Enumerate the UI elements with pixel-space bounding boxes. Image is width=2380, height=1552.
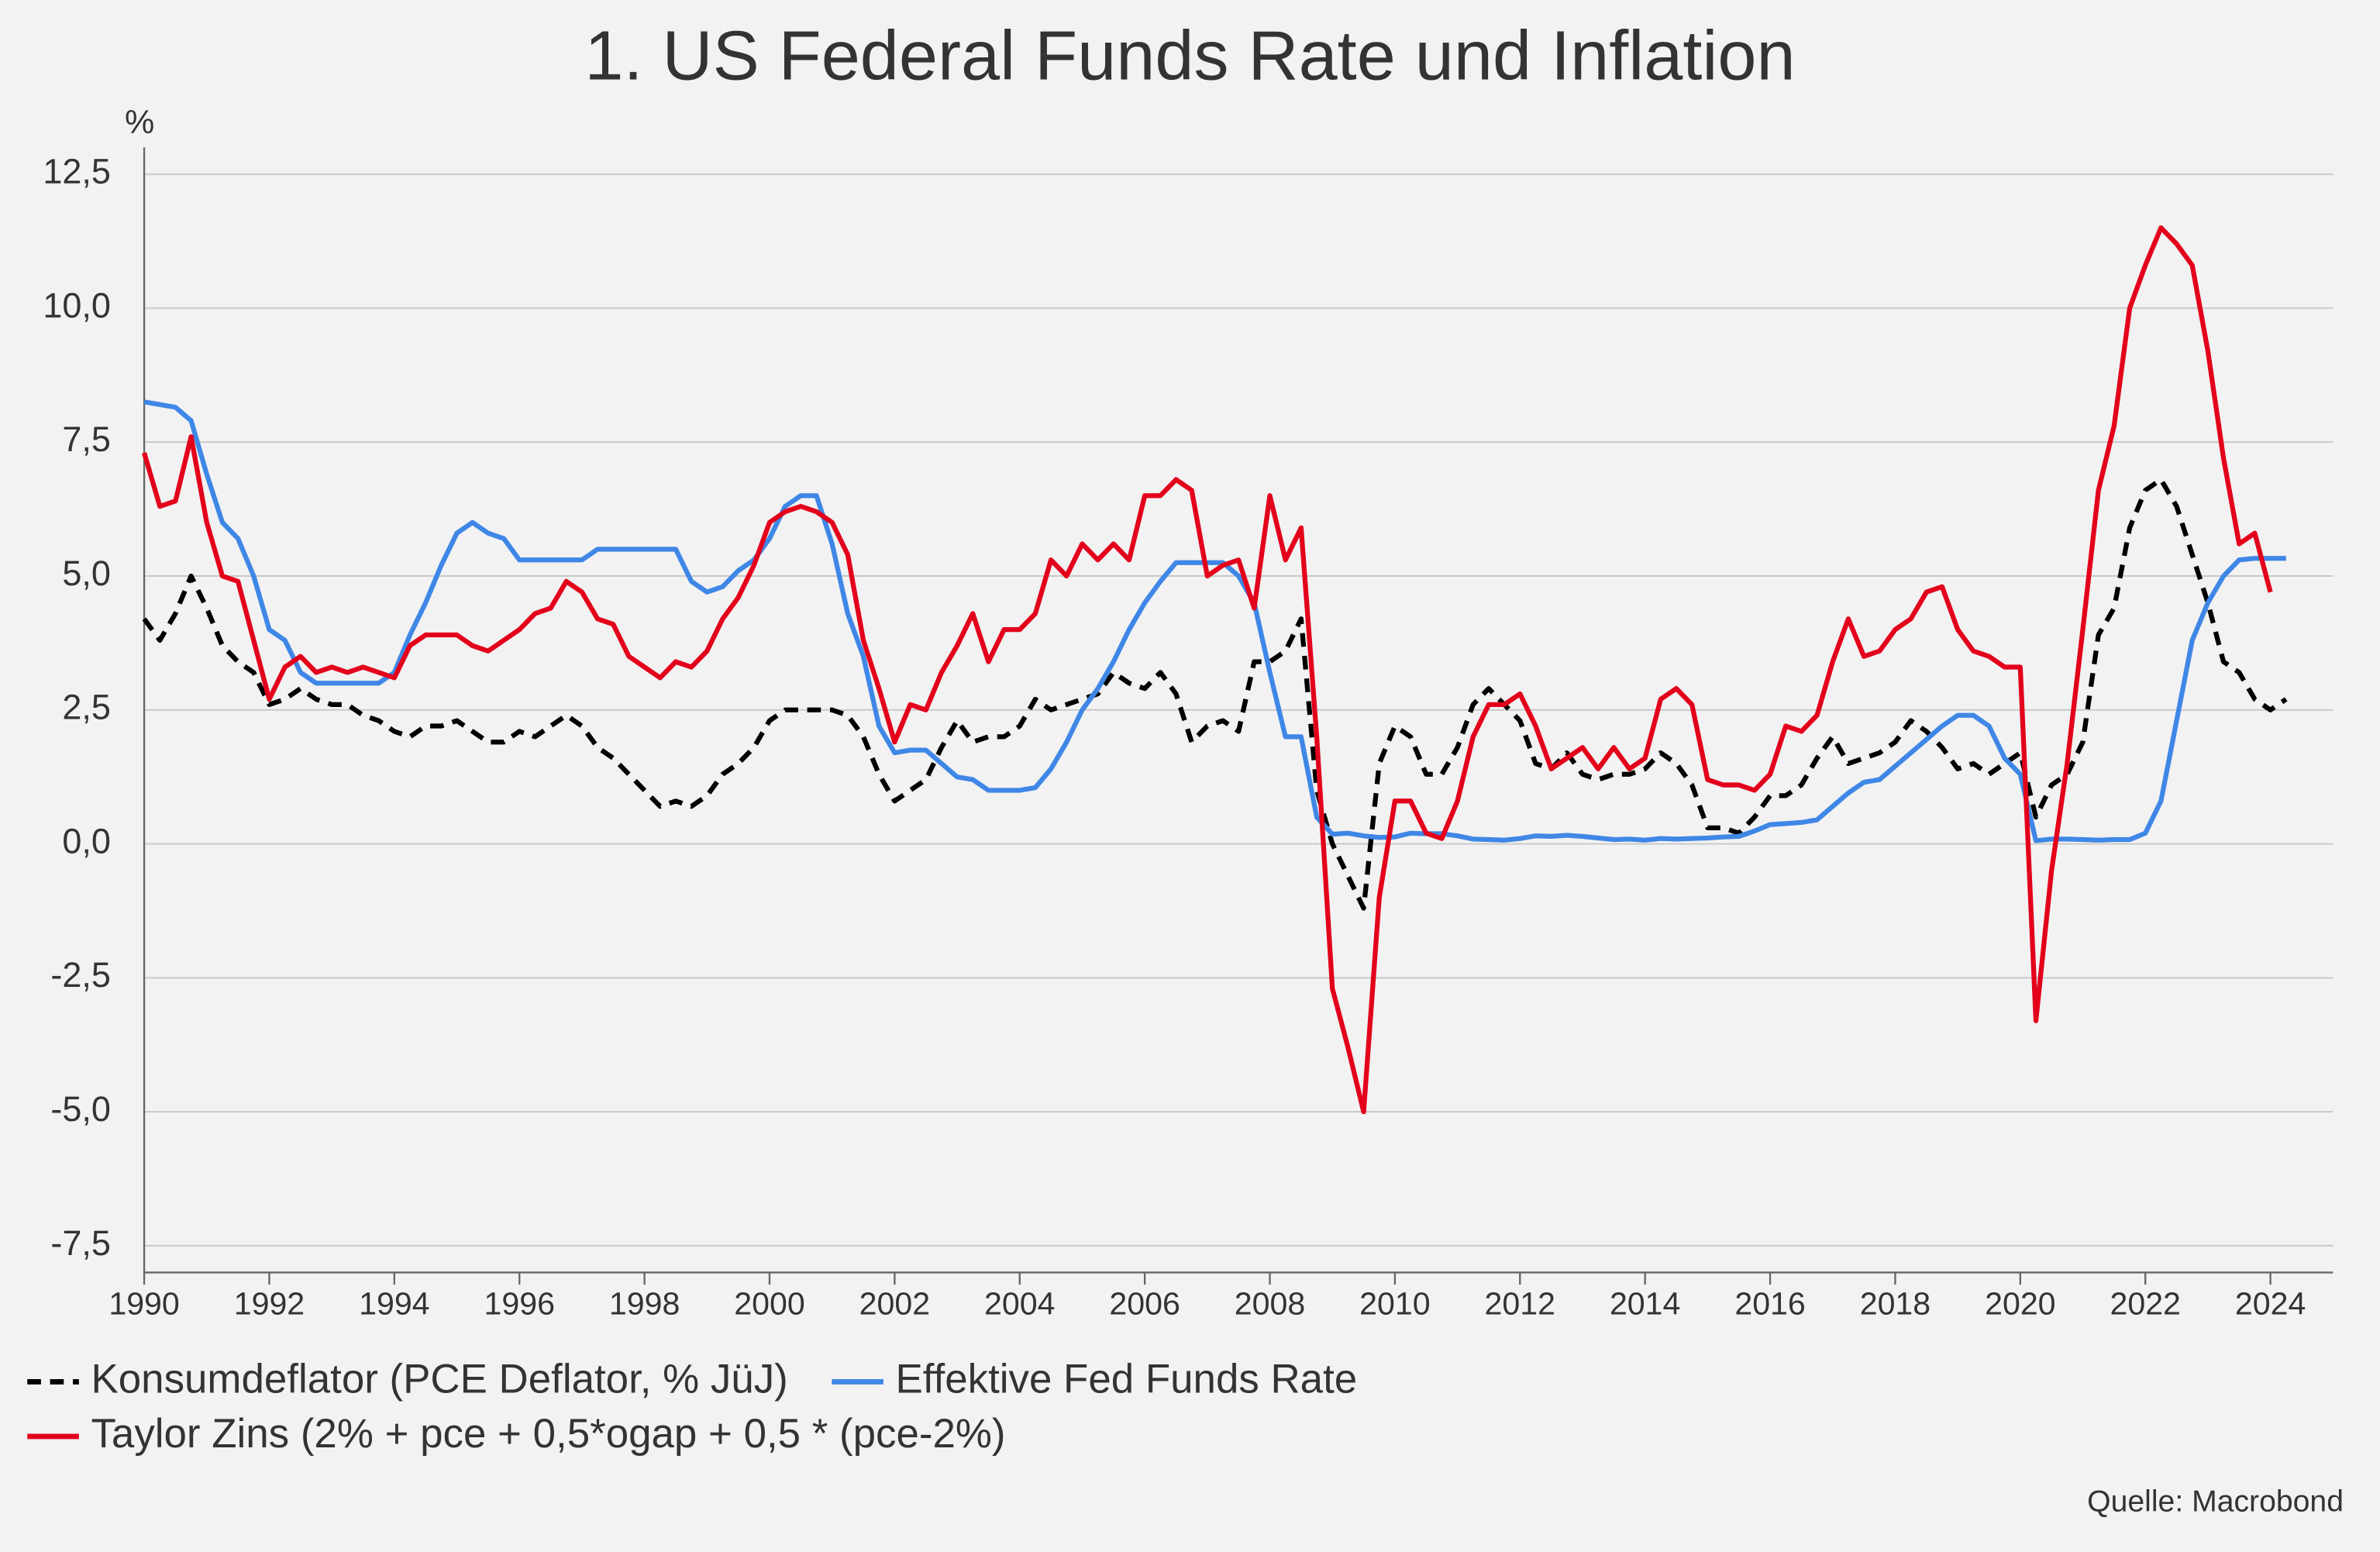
legend-label: Konsumdeflator (PCE Deflator, % JüJ)	[91, 1356, 788, 1402]
x-tick-label: 1990	[108, 1285, 179, 1321]
x-tick-label: 2004	[984, 1285, 1055, 1321]
y-tick-label: -7,5	[50, 1223, 111, 1263]
series-line	[142, 225, 2273, 1115]
x-tick-label: 2014	[1610, 1285, 1680, 1321]
y-tick-label: 2,5	[62, 688, 111, 727]
x-tick-label: 2016	[1734, 1285, 1805, 1321]
x-tick-label: 2008	[1235, 1285, 1305, 1321]
x-tick-label: 1994	[359, 1285, 429, 1321]
legend-label: Taylor Zins (2% + pce + 0,5*ogap + 0,5 *…	[91, 1411, 1006, 1457]
x-tick-label: 2012	[1485, 1285, 1555, 1321]
x-tick-label: 2024	[2235, 1285, 2306, 1321]
y-tick-label: 12,5	[43, 152, 111, 191]
x-tick-label: 2002	[859, 1285, 930, 1321]
chart-title: 1. US Federal Funds Rate und Inflation	[584, 16, 1795, 95]
y-tick-label: 10,0	[43, 285, 111, 325]
y-unit: %	[125, 104, 154, 141]
y-tick-label: -5,0	[50, 1089, 111, 1129]
series-line	[143, 399, 2286, 843]
x-tick-label: 1998	[609, 1285, 680, 1321]
x-tick-label: 2022	[2110, 1285, 2180, 1321]
y-tick-label: 5,0	[62, 554, 111, 593]
source: Quelle: Macrobond	[2087, 1485, 2344, 1518]
y-tick-label: 0,0	[62, 821, 111, 860]
x-tick-label: 2020	[1985, 1285, 2055, 1321]
y-tick-label: -2,5	[50, 955, 111, 995]
x-tick-label: 1996	[484, 1285, 554, 1321]
x-tick-label: 2000	[734, 1285, 804, 1321]
y-tick-label: 7,5	[62, 419, 111, 459]
x-tick-label: 2006	[1109, 1285, 1180, 1321]
x-tick-label: 2010	[1359, 1285, 1430, 1321]
x-tick-label: 2018	[1860, 1285, 1931, 1321]
legend-label: Effektive Fed Funds Rate	[896, 1356, 1358, 1402]
x-tick-label: 1992	[234, 1285, 305, 1321]
